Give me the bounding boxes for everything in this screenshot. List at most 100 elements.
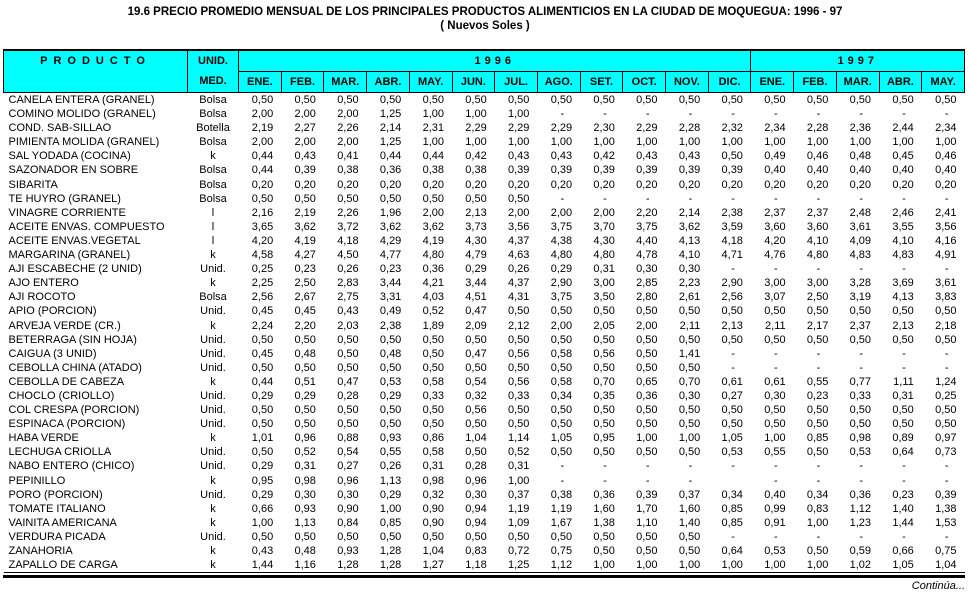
value-cell: - [859,530,864,543]
value-cell: 0,50 [636,530,658,543]
unit-cell: Unid. [200,488,226,501]
product-cell: VERDURA PICADA [8,530,106,543]
price-table: PRODUCTO UNID. MED. 1996 1997 ENE. FEB. MA… [3,49,965,574]
value-cell: 1,09 [508,516,530,529]
value-cell: 0,50 [508,333,530,346]
value-cell: 0,50 [379,361,402,374]
value-cell: 1,05 [550,432,573,445]
value-cell: 0,47 [337,375,359,388]
value-cell: 0,20 [550,178,573,191]
value-cell: 0,27 [721,389,743,402]
value-cell: 3,28 [849,277,872,290]
value-cell: 0,50 [636,446,658,459]
value-cell: 0,50 [678,333,701,346]
value-cell: 2,14 [379,122,402,135]
value-cell: 1,00 [708,558,751,574]
value-cell: 0,40 [806,164,829,177]
value-cell: 4,20 [251,234,274,247]
value-cell: 0,34 [550,389,573,402]
value-cell: 0,30 [294,488,316,501]
value-cell: 2,34 [935,122,957,135]
value-cell: 0,31 [294,460,316,473]
value-cell: 0,45 [892,150,914,163]
value-cell [708,474,751,488]
value-cell: 0,50 [422,192,445,205]
value-cell: 0,50 [465,418,487,431]
value-cell: 2,05 [593,319,615,332]
value-cell: 2,27 [294,122,316,135]
product-cell: PEPINILLO [8,474,66,487]
value-cell: - [688,192,693,205]
value-cell: 0,50 [678,418,701,431]
value-cell: 0,30 [465,488,487,501]
unit-cell: Unid. [200,446,226,459]
month-header: ENE. [238,71,282,93]
value-cell: 1,05 [721,432,743,445]
value-cell: 0,36 [636,389,658,402]
value-cell: 0,50 [678,404,701,417]
value-cell: 2,19 [294,206,316,219]
value-cell: 4,13 [892,291,914,304]
value-cell: 3,65 [251,220,274,233]
value-cell: 0,38 [465,164,487,177]
value-cell: 4,27 [294,249,316,262]
month-header: ABR. [366,71,410,93]
value-cell: 0,50 [636,333,658,346]
value-cell: 0,29 [251,488,274,501]
value-cell: 2,00 [251,136,274,149]
value-cell: 2,00 [636,319,658,332]
value-cell: 0,50 [764,94,786,106]
value-cell: 0,50 [294,94,316,106]
value-cell: 2,29 [508,122,530,135]
product-cell: CAIGUA (3 UNID) [8,347,97,360]
unit-cell: Bolsa [199,291,227,304]
value-cell: 3,62 [379,220,402,233]
month-header: AGO. [536,71,581,93]
value-cell: 2,14 [678,206,701,219]
value-cell: 1,00 [806,516,829,529]
value-cell: 0,28 [465,460,487,473]
value-cell: 0,31 [508,460,530,473]
value-cell: 2,00 [422,206,445,219]
month-header: MAY. [921,71,965,93]
value-cell: 0,95 [593,432,615,445]
value-cell: 0,91 [764,516,786,529]
value-cell: 4,80 [422,249,445,262]
value-cell: 0,50 [721,305,743,318]
value-cell: 0,50 [892,333,914,346]
value-cell: 0,56 [593,347,615,360]
value-cell: 0,20 [294,178,316,191]
value-cell: - [560,108,565,121]
value-cell: - [944,347,949,360]
value-cell: - [773,474,778,487]
value-cell: 2,29 [465,122,487,135]
value-cell: 1,00 [764,136,786,149]
value-cell: 1,00 [935,136,957,149]
value-cell: 1,40 [892,502,914,515]
value-cell: - [773,530,778,543]
value-cell: 4,18 [337,234,359,247]
value-cell: 0,50 [849,418,872,431]
value-cell: 0,50 [593,545,615,557]
value-cell: 0,37 [678,488,701,501]
table-row: NABO ENTERO (CHICO) Unid. 0,29 0,31 0,27 0,26… [4,459,965,473]
value-cell: 0,29 [379,488,402,501]
value-cell: - [902,460,906,473]
value-cell: 0,85 [806,432,829,445]
value-cell: 0,40 [764,488,786,501]
value-cell: 0,98 [849,432,872,445]
value-cell: 2,18 [935,319,957,332]
value-cell: 1,00 [580,558,623,574]
value-cell: 2,29 [550,122,573,135]
value-cell: 0,54 [337,446,359,459]
value-cell: 0,85 [721,502,743,515]
unit-cell: k [210,277,216,290]
value-cell: 0,39 [636,164,658,177]
value-cell: 0,50 [422,347,445,360]
value-cell: 2,00 [251,108,274,121]
value-cell: 0,50 [636,347,658,360]
value-cell: 0,50 [849,404,872,417]
value-cell: 2,13 [465,206,487,219]
value-cell: 2,34 [764,122,786,135]
value-cell: 3,44 [465,277,487,290]
